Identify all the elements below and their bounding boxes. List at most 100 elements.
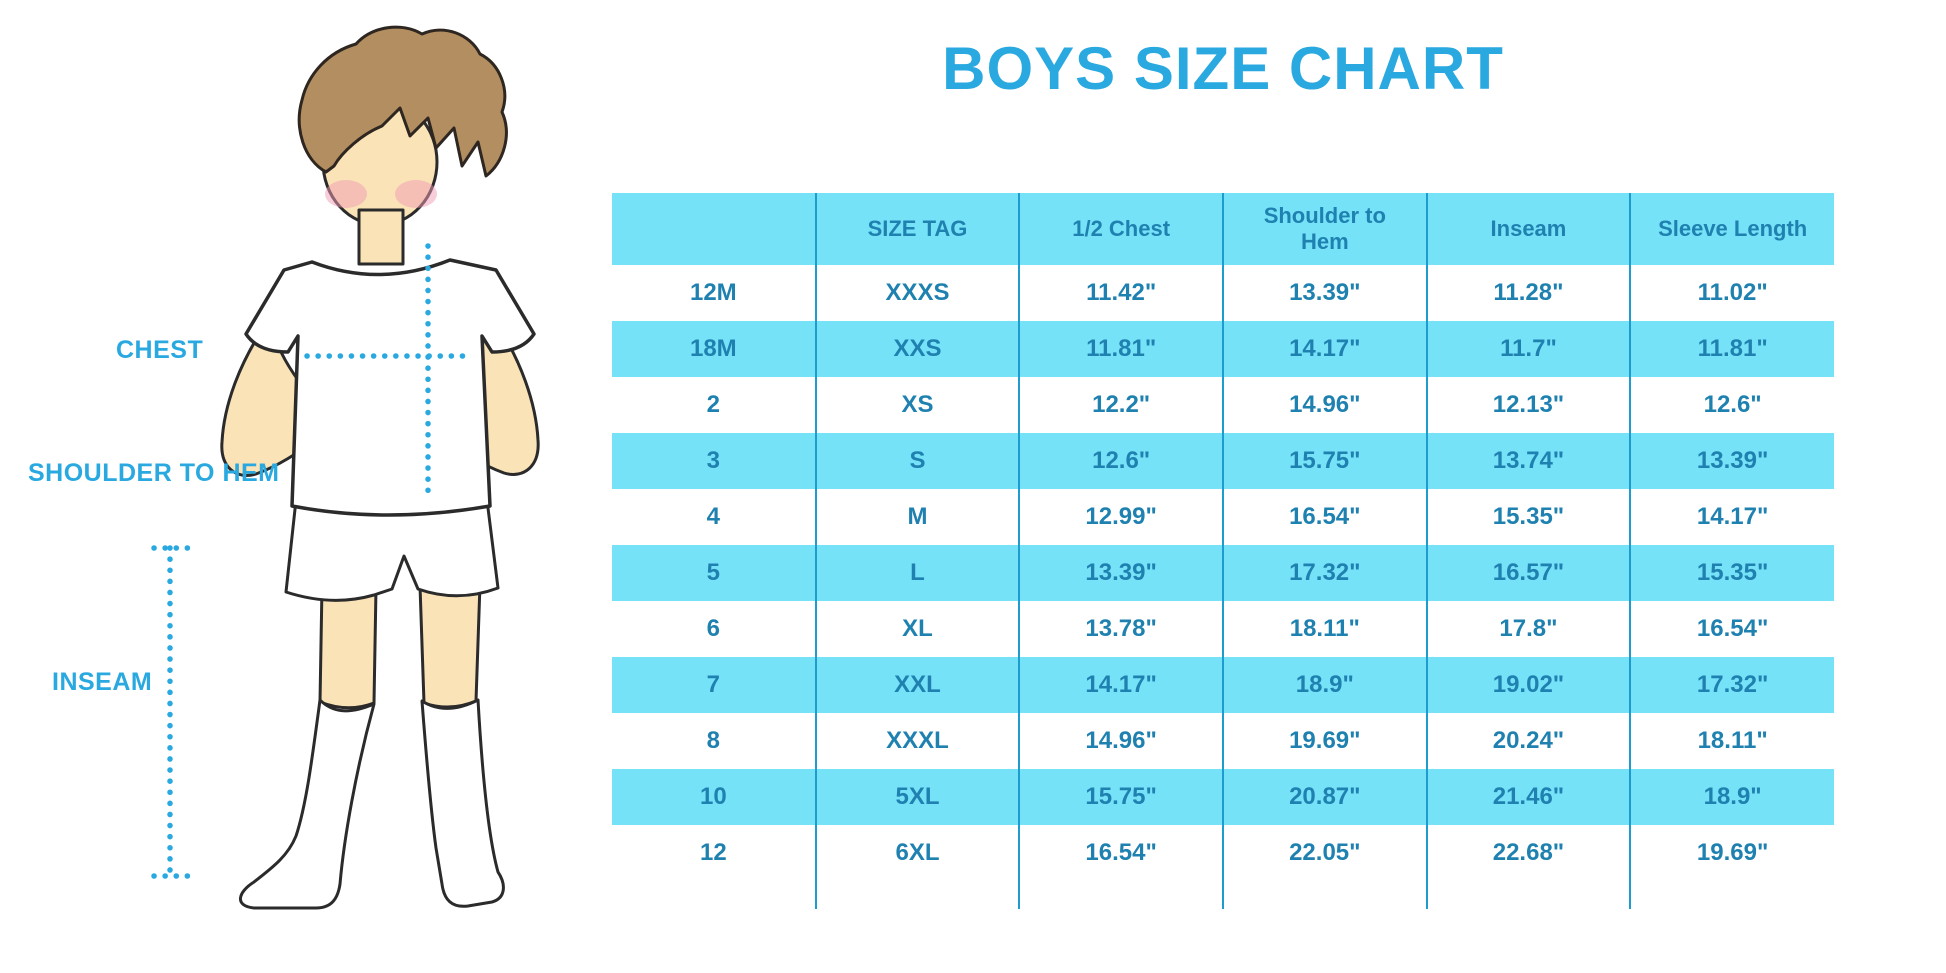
measurement-cell: M (814, 489, 1020, 545)
measurement-cell: 16.54" (1629, 601, 1834, 657)
measurement-cell: 18.9" (1221, 657, 1427, 713)
column-header: SIZE TAG (814, 193, 1020, 265)
measurement-cell: 18.11" (1629, 713, 1834, 769)
measurement-cell: XS (814, 377, 1020, 433)
chest-label: CHEST (116, 336, 204, 364)
separator-extension-cell (814, 881, 1020, 909)
measurement-cell: XXXS (814, 265, 1020, 321)
measurement-cell: 19.02" (1425, 657, 1631, 713)
measurement-cell: 14.96" (1221, 377, 1427, 433)
separator-extension-cell (1425, 881, 1631, 909)
shoulder-to-hem-label: SHOULDER TO HEM (28, 459, 280, 487)
column-header: Inseam (1425, 193, 1631, 265)
measurement-cell: 12.6" (1629, 377, 1834, 433)
measurement-cell: XXXL (814, 713, 1020, 769)
measurement-cell: 13.39" (1629, 433, 1834, 489)
measurement-cell: 16.57" (1425, 545, 1631, 601)
boy-illustration (151, 25, 540, 910)
measurement-cell: 12.2" (1018, 377, 1223, 433)
boy-sock-left (239, 698, 376, 910)
blush-left (325, 180, 367, 208)
blush-right (395, 180, 437, 208)
measurement-cell: 5XL (814, 769, 1020, 825)
size-table-head: SIZE TAG 1/2 Chest Shoulder to Hem Inseam Sl… (612, 193, 1834, 265)
measurement-cell: 15.35" (1425, 489, 1631, 545)
table-row: 18M XXS 11.81" 14.17" 11.7" 11.81" (612, 321, 1834, 377)
separator-extension-cell (612, 881, 816, 909)
measurement-cell: 22.05" (1221, 825, 1427, 881)
measurement-cell: S (814, 433, 1020, 489)
measurement-cell: 17.32" (1221, 545, 1427, 601)
separator-extension-cell (1018, 881, 1223, 909)
size-cell: 12M (689, 279, 737, 306)
boy-neck (357, 208, 405, 266)
size-cell: 8 (706, 727, 720, 754)
measurement-cell: 14.96" (1018, 713, 1223, 769)
size-cell: 10 (612, 769, 816, 825)
measurement-cell: 21.46" (1425, 769, 1631, 825)
table-row: 4 M 12.99" 16.54" 15.35" 14.17" (612, 489, 1834, 545)
page-title: BOYS SIZE CHART (942, 35, 1504, 102)
measurement-cell: 12.99" (1018, 489, 1223, 545)
measurement-cell: 13.74" (1425, 433, 1631, 489)
measurement-cell: 16.54" (1221, 489, 1427, 545)
measurement-cell: XXL (814, 657, 1020, 713)
size-cell: 2 (706, 391, 720, 418)
measurement-cell: 14.17" (1221, 321, 1427, 377)
table-row: 5 L 13.39" 17.32" 16.57" 15.35" (612, 545, 1834, 601)
table-row: 8 XXXL 14.96" 19.69" 20.24" 18.11" (612, 713, 1834, 769)
measurement-cell: XL (814, 601, 1020, 657)
size-table-body: 12M XXXS 11.42" 13.39" 11.28" 11.02" 18M XXS 11.… (612, 265, 1834, 909)
measurement-cell: 13.39" (1018, 545, 1223, 601)
column-header (612, 193, 816, 265)
measurement-cell: 11.28" (1425, 265, 1631, 321)
column-header: 1/2 Chest (1018, 193, 1223, 265)
measurement-cell: 18.9" (1629, 769, 1834, 825)
measurement-cell: 11.42" (1018, 265, 1223, 321)
boy-leg-left (318, 584, 378, 710)
measurement-cell: 15.75" (1221, 433, 1427, 489)
measurement-cell: 19.69" (1629, 825, 1834, 881)
measurement-cell: 17.8" (1425, 601, 1631, 657)
measurement-cell: 14.17" (1629, 489, 1834, 545)
measurement-cell: 6XL (814, 825, 1020, 881)
separator-extension-cell (1629, 881, 1834, 909)
size-cell: 18M (612, 321, 816, 377)
size-cell: 5 (612, 545, 816, 601)
measurement-cell: 12.13" (1425, 377, 1631, 433)
measurement-cell: 14.17" (1018, 657, 1223, 713)
measurement-cell: 20.24" (1425, 713, 1631, 769)
measurement-cell: 18.11" (1221, 601, 1427, 657)
measurement-cell: 11.7" (1425, 321, 1631, 377)
boy-hair (297, 25, 508, 178)
measurement-cell: XXS (814, 321, 1020, 377)
table-row: 12M XXXS 11.42" 13.39" 11.28" 11.02" (612, 265, 1834, 321)
measurement-cell: 12.6" (1018, 433, 1223, 489)
column-header: Shoulder to Hem (1221, 193, 1427, 265)
measurement-cell: 13.39" (1221, 265, 1427, 321)
measurement-cell: 22.68" (1425, 825, 1631, 881)
size-cell: 6 (706, 615, 720, 642)
header-row: SIZE TAG 1/2 Chest Shoulder to Hem Inseam Sl… (612, 193, 1834, 265)
measurement-cell: 17.32" (1629, 657, 1834, 713)
table-row: 10 5XL 15.75" 20.87" 21.46" 18.9" (612, 769, 1834, 825)
table-row: 7 XXL 14.17" 18.9" 19.02" 17.32" (612, 657, 1834, 713)
size-table: SIZE TAG 1/2 Chest Shoulder to Hem Inseam Sl… (612, 193, 1834, 909)
measurement-cell: 15.75" (1018, 769, 1223, 825)
table-row: 12 6XL 16.54" 22.05" 22.68" 19.69" (612, 825, 1834, 881)
measurement-cell: 13.78" (1018, 601, 1223, 657)
inseam-label: INSEAM (52, 668, 153, 696)
measurement-cell: 11.02" (1629, 265, 1834, 321)
boy-leg-right (418, 582, 482, 709)
column-header: Sleeve Length (1629, 193, 1834, 265)
size-cell: 4 (706, 503, 720, 530)
separator-extension-row (612, 881, 1834, 909)
measurement-cell: 16.54" (1018, 825, 1223, 881)
table-row: 3 S 12.6" 15.75" 13.74" 13.39" (612, 433, 1834, 489)
size-table-container: SIZE TAG 1/2 Chest Shoulder to Hem Inseam Sl… (612, 193, 1834, 909)
measurement-cell: 20.87" (1221, 769, 1427, 825)
boy-arm-left (220, 324, 316, 477)
separator-extension-cell (1221, 881, 1427, 909)
size-cell: 12 (699, 839, 727, 866)
